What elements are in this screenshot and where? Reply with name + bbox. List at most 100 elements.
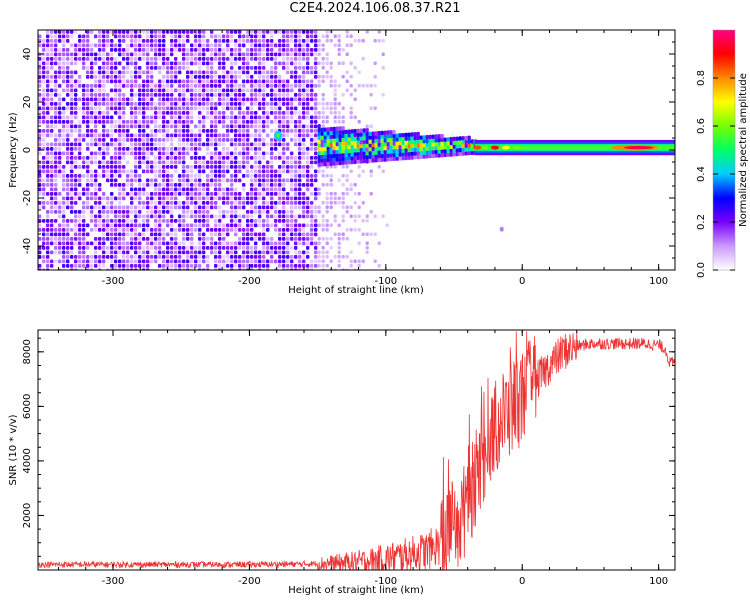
noise-cell bbox=[266, 210, 270, 214]
noise-cell bbox=[198, 79, 202, 84]
noise-cell bbox=[46, 169, 50, 174]
noise-cell bbox=[114, 70, 118, 75]
noise-cell bbox=[138, 196, 142, 201]
noise-cell bbox=[310, 30, 314, 34]
signal-cell bbox=[320, 150, 324, 155]
signal-cell bbox=[401, 144, 405, 149]
noise-cell bbox=[166, 93, 170, 97]
noise-cell bbox=[218, 133, 222, 138]
noise-cell bbox=[222, 39, 226, 43]
noise-cell bbox=[142, 57, 146, 61]
noise-cell bbox=[234, 232, 238, 237]
signal-cell bbox=[389, 141, 393, 146]
noise-cell bbox=[150, 241, 154, 246]
noise-cell bbox=[150, 232, 154, 237]
signal-cell bbox=[353, 140, 357, 145]
noise-cell bbox=[58, 201, 62, 205]
noise-cell bbox=[50, 43, 54, 48]
signal-cell bbox=[461, 139, 465, 145]
colorbar-tick-label: 0.0 bbox=[696, 262, 707, 278]
signal-cell bbox=[413, 132, 417, 137]
noise-cell bbox=[38, 178, 42, 183]
noise-cell bbox=[226, 124, 230, 129]
noise-cell bbox=[190, 120, 194, 124]
noise-cell bbox=[341, 214, 345, 218]
noise-cell bbox=[122, 165, 126, 169]
noise-cell bbox=[266, 133, 270, 138]
noise-cell bbox=[198, 237, 202, 241]
noise-cell bbox=[198, 223, 202, 228]
signal-cell bbox=[398, 152, 402, 157]
noise-cell bbox=[226, 88, 230, 93]
noise-cell bbox=[234, 84, 238, 88]
noise-cell bbox=[298, 79, 302, 84]
noise-cell bbox=[298, 120, 302, 124]
noise-cell bbox=[310, 178, 314, 183]
noise-cell bbox=[162, 133, 166, 138]
noise-cell bbox=[86, 201, 90, 205]
noise-cell bbox=[130, 102, 134, 106]
noise-cell bbox=[206, 97, 210, 102]
noise-cell bbox=[278, 228, 282, 232]
noise-cell bbox=[302, 133, 306, 138]
noise-cell bbox=[234, 201, 238, 205]
noise-cell bbox=[102, 147, 106, 151]
noise-cell bbox=[202, 210, 206, 214]
noise-cell bbox=[158, 115, 162, 120]
noise-cell bbox=[306, 201, 310, 205]
noise-cell bbox=[186, 151, 190, 156]
noise-cell bbox=[349, 264, 353, 268]
noise-cell bbox=[262, 75, 266, 79]
noise-cell bbox=[206, 192, 210, 196]
noise-cell bbox=[46, 192, 50, 196]
noise-cell bbox=[86, 165, 90, 169]
noise-cell bbox=[306, 151, 310, 156]
noise-cell bbox=[294, 79, 298, 84]
noise-cell bbox=[198, 30, 202, 34]
noise-cell bbox=[234, 97, 238, 102]
noise-cell bbox=[198, 214, 202, 219]
noise-cell bbox=[138, 210, 142, 214]
noise-cell bbox=[238, 120, 242, 124]
noise-cell bbox=[134, 264, 138, 268]
noise-cell bbox=[286, 57, 290, 61]
noise-cell bbox=[258, 255, 262, 259]
noise-cell bbox=[102, 93, 106, 97]
noise-cell bbox=[242, 246, 246, 250]
noise-cell bbox=[146, 120, 150, 124]
noise-cell bbox=[369, 210, 373, 214]
noise-cell bbox=[58, 232, 62, 237]
signal-cell bbox=[368, 143, 372, 148]
noise-cell bbox=[286, 129, 290, 133]
noise-cell bbox=[325, 223, 329, 227]
noise-cell bbox=[270, 129, 274, 133]
noise-cell bbox=[54, 165, 58, 169]
noise-cell bbox=[246, 232, 250, 237]
noise-cell bbox=[70, 264, 74, 268]
noise-cell bbox=[202, 160, 206, 165]
noise-cell bbox=[110, 255, 114, 259]
noise-cell bbox=[310, 129, 314, 133]
noise-cell bbox=[282, 205, 286, 210]
noise-cell bbox=[198, 219, 202, 223]
noise-cell bbox=[86, 246, 90, 250]
snr-plot-area bbox=[38, 331, 675, 570]
noise-cell bbox=[329, 174, 333, 178]
noise-cell bbox=[258, 102, 262, 106]
noise-cell bbox=[154, 111, 158, 115]
noise-cell bbox=[122, 52, 126, 57]
noise-cell bbox=[290, 210, 294, 214]
noise-cell bbox=[182, 246, 186, 250]
noise-cell bbox=[270, 214, 274, 219]
signal-cell bbox=[425, 154, 429, 159]
noise-cell bbox=[114, 66, 118, 70]
noise-cell bbox=[242, 133, 246, 138]
x-tick-label: 100 bbox=[649, 276, 668, 287]
noise-cell bbox=[154, 165, 158, 169]
signal-cell bbox=[431, 153, 435, 159]
signal-cell bbox=[404, 140, 408, 145]
noise-cell bbox=[290, 48, 294, 52]
noise-cell bbox=[258, 142, 262, 147]
noise-cell bbox=[166, 156, 170, 160]
noise-cell bbox=[266, 201, 270, 205]
